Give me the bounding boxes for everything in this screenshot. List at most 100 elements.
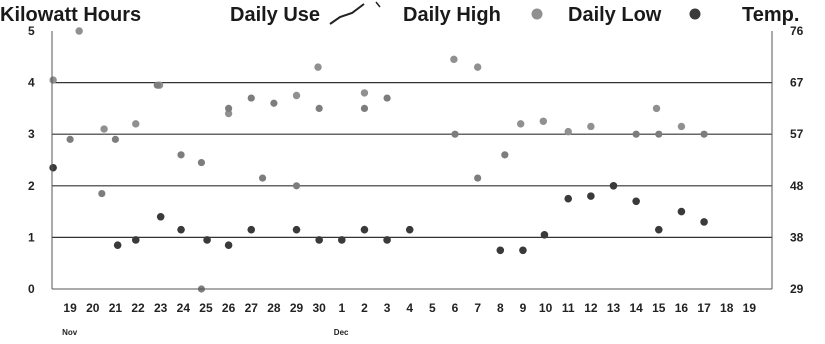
x-axis-tick-label: 10: [539, 301, 553, 315]
left-axis-tick-label: 1: [28, 230, 35, 244]
daily-use-point: [197, 158, 206, 167]
left-axis: 0 1 2 3 4 5: [28, 24, 35, 296]
x-axis-tick-label: 27: [245, 301, 259, 315]
x-axis-tick-label: 18: [720, 301, 734, 315]
x-axis-tick-label: 15: [652, 301, 666, 315]
daily-high-point: [224, 109, 233, 118]
daily-use-point: [315, 104, 323, 112]
x-axis-tick-label: 17: [697, 301, 711, 315]
daily-high-point: [473, 63, 482, 71]
daily-low-point: [519, 246, 527, 255]
left-axis-tick-label: 5: [28, 24, 35, 38]
daily-high-point: [587, 122, 595, 131]
x-axis-tick-label: 2: [361, 301, 368, 315]
series-layer: [49, 27, 708, 293]
x-axis-tick-label: 21: [109, 301, 123, 315]
legend: Kilowatt Hours Daily Use Daily High Dail…: [0, 1, 799, 26]
right-axis-tick-label: 57: [790, 127, 804, 141]
x-axis-tick-label: 19: [743, 301, 757, 315]
daily-high-point: [292, 91, 301, 100]
daily-use-point: [383, 94, 391, 102]
x-axis-tick-label: 30: [312, 301, 326, 315]
daily-use-point: [360, 104, 369, 112]
x-axis-tick-label: 23: [154, 301, 168, 315]
x-axis-tick-label: 29: [290, 301, 304, 315]
daily-low-point: [156, 212, 165, 221]
legend-daily-low-marker: [689, 8, 701, 20]
daily-high-point: [100, 125, 108, 133]
x-axis: 19 20 21 22 23 24 25 26 27 28 29 30 1 2 3 4 5 6 7 8 9 10 11 12 1…: [62, 301, 756, 337]
month-label: Dec: [334, 328, 349, 337]
right-axis: 29 38 48 57 67 76: [790, 24, 804, 296]
daily-high-point: [652, 104, 661, 113]
x-axis-tick-label: 14: [629, 301, 643, 315]
right-axis-tick-label: 76: [790, 24, 804, 38]
x-axis-tick-label: 16: [675, 301, 689, 315]
right-axis-tick-label: 67: [790, 76, 804, 90]
x-axis-tick-label: 11: [562, 301, 575, 315]
daily-low-point: [131, 236, 140, 244]
x-axis-tick-label: 19: [63, 301, 77, 315]
right-axis-tick-label: 48: [790, 179, 804, 193]
x-axis-tick-label: 20: [86, 301, 100, 315]
left-axis-tick-label: 2: [28, 179, 35, 193]
x-axis-tick-label: 3: [384, 301, 391, 315]
daily-use-point: [153, 81, 161, 89]
x-axis-tick-label: 1: [338, 301, 345, 315]
daily-use-point: [247, 94, 255, 102]
daily-low-point: [292, 225, 301, 234]
daily-use-point: [98, 189, 106, 198]
legend-daily-use-tail-icon: [375, 1, 381, 8]
left-axis-tick-label: 4: [28, 76, 35, 90]
daily-use-point: [700, 130, 708, 138]
grid-layer: [52, 81, 772, 238]
daily-low-point: [677, 207, 686, 216]
left-axis-tick-label: 0: [28, 282, 35, 296]
daily-low-point: [405, 225, 414, 234]
legend-daily-use-line-icon: [329, 3, 365, 25]
daily-low-point: [315, 236, 323, 244]
right-axis-title: Temp.: [742, 4, 799, 26]
daily-high-point: [360, 89, 369, 97]
legend-daily-high-marker: [531, 8, 543, 20]
x-axis-tick-label: 8: [497, 301, 504, 315]
daily-use-point: [501, 151, 509, 159]
daily-low-point: [700, 218, 708, 226]
month-label: Nov: [62, 328, 78, 337]
daily-use-point: [66, 135, 74, 143]
daily-low-point: [224, 241, 233, 249]
daily-low-point: [203, 236, 211, 244]
daily-high-point: [132, 120, 140, 128]
x-axis-tick-label: 13: [607, 301, 621, 315]
x-axis-tick-label: 24: [177, 301, 191, 315]
daily-low-point: [540, 231, 549, 239]
daily-use-point: [111, 135, 119, 143]
daily-high-point: [677, 122, 686, 131]
x-axis-tick-label: 12: [584, 301, 598, 315]
daily-use-point: [474, 174, 482, 182]
daily-use-point: [292, 182, 301, 190]
daily-low-point: [564, 194, 573, 203]
x-axis-tick-label: 9: [520, 301, 527, 315]
daily-use-point: [655, 130, 663, 138]
daily-use-point: [270, 99, 278, 107]
x-axis-tick-label: 25: [199, 301, 213, 315]
daily-use-point: [177, 151, 185, 159]
daily-high-point: [564, 127, 572, 136]
daily-high-point: [450, 55, 458, 64]
daily-low-point: [496, 246, 505, 255]
x-axis-tick-label: 7: [474, 301, 481, 315]
left-axis-tick-label: 3: [28, 127, 35, 141]
daily-use-point: [632, 130, 640, 138]
x-axis-tick-label: 4: [406, 301, 413, 315]
legend-daily-use-label: Daily Use: [230, 4, 320, 26]
daily-low-point: [177, 225, 185, 234]
daily-use-point: [258, 174, 267, 182]
daily-high-point: [314, 63, 322, 71]
daily-low-point: [49, 163, 57, 172]
daily-low-point: [338, 236, 346, 244]
right-axis-tick-label: 29: [790, 282, 804, 296]
right-axis-tick-label: 38: [790, 230, 804, 244]
